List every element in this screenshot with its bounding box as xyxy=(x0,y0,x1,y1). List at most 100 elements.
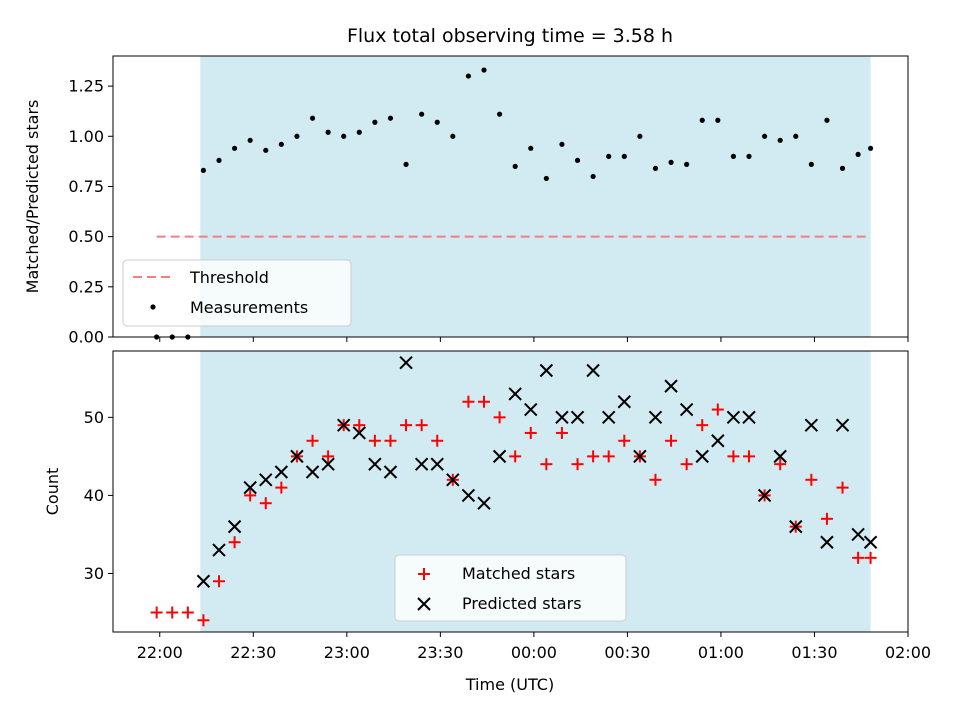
predicted-star-point xyxy=(196,574,211,588)
x-tick-label: 22:30 xyxy=(230,643,276,662)
measurement-point xyxy=(341,133,347,139)
matched-star-point xyxy=(665,434,678,447)
measurement-point xyxy=(652,165,659,171)
top-legend: Threshold Measurements xyxy=(122,259,352,327)
predicted-star-point xyxy=(414,457,429,471)
measurement-point xyxy=(434,119,440,125)
predicted-star-point xyxy=(274,465,289,479)
matched-star-point xyxy=(820,512,833,525)
measurement-point xyxy=(356,129,362,135)
top-y-axis-label: Matched/Predicted stars xyxy=(23,100,42,294)
matched-star-point xyxy=(649,473,662,486)
measurement-point xyxy=(450,133,456,139)
measurement-point xyxy=(496,111,503,117)
matched-star-point xyxy=(836,481,849,494)
predicted-star-point xyxy=(789,519,803,534)
x-tick-label: 23:00 xyxy=(324,643,370,662)
predicted-star-point xyxy=(446,473,460,487)
predicted-star-point xyxy=(586,363,600,378)
predicted-star-point xyxy=(352,426,367,440)
matched-star-point xyxy=(680,458,693,471)
measurement-point xyxy=(263,147,269,153)
bottom-y-tick-label: 40 xyxy=(84,486,104,505)
predicted-star-point xyxy=(601,410,616,425)
bottom-y-tick-label: 30 xyxy=(84,564,104,583)
measurement-point xyxy=(684,161,690,167)
measurement-point xyxy=(528,145,534,151)
predicted-star-point xyxy=(336,418,351,432)
predicted-star-point xyxy=(383,465,398,479)
predicted-star-point xyxy=(259,473,273,487)
matched-star-point xyxy=(524,426,537,439)
matched-star-point xyxy=(602,450,615,463)
measurement-point xyxy=(824,117,830,123)
matched-star-point xyxy=(540,458,553,471)
measurement-point xyxy=(761,133,768,139)
x-tick-label: 23:30 xyxy=(417,643,463,662)
matched-star-point xyxy=(228,536,241,549)
measurement-point xyxy=(746,153,752,159)
measurement-point xyxy=(387,115,394,121)
top-y-tick-label: 0.25 xyxy=(68,277,104,296)
matched-star-point xyxy=(213,575,225,588)
predicted-star-point xyxy=(212,543,226,557)
legend-predicted-label: Predicted stars xyxy=(462,594,582,613)
measurement-point xyxy=(839,165,846,171)
matched-star-point xyxy=(864,551,877,564)
matched-star-point xyxy=(353,419,366,432)
predicted-star-point xyxy=(570,410,585,425)
predicted-star-point xyxy=(305,465,320,479)
matched-star-point xyxy=(150,606,163,619)
measurement-point xyxy=(278,141,284,147)
chart-title: Flux total observing time = 3.58 h xyxy=(347,25,673,47)
predicted-star-point xyxy=(835,418,850,432)
bottom-legend: Matched stars Predicted stars xyxy=(394,554,627,622)
top-y-tick-label: 0.50 xyxy=(68,227,104,246)
measurement-point xyxy=(559,141,565,147)
predicted-star-point xyxy=(863,535,878,549)
predicted-star-point xyxy=(773,449,787,464)
x-tick-label: 02:00 xyxy=(885,643,931,662)
top-y-tick-label: 0.75 xyxy=(68,177,104,196)
measurement-point xyxy=(200,167,207,174)
matched-star-point xyxy=(555,426,568,439)
measurement-point xyxy=(543,175,549,182)
matched-star-point xyxy=(852,551,865,564)
x-axis-label: Time (UTC) xyxy=(465,675,554,694)
legend-matched-label: Matched stars xyxy=(462,564,575,583)
matched-star-point xyxy=(384,434,397,447)
predicted-star-point xyxy=(290,449,304,464)
predicted-star-point xyxy=(742,410,756,425)
measurement-point xyxy=(730,153,737,159)
measurement-point xyxy=(231,145,238,151)
measurement-point xyxy=(403,161,409,167)
measurement-point xyxy=(808,161,814,167)
matched-star-point xyxy=(462,395,475,408)
matched-star-point xyxy=(805,473,818,486)
measurement-point xyxy=(247,137,253,143)
matched-star-point xyxy=(711,403,724,416)
top-panel: 0.00 0.25 0.50 0.75 1.00 1.25 Matched/Predict… xyxy=(23,55,909,347)
top-y-tick-label: 1.25 xyxy=(68,77,104,96)
predicted-star-point xyxy=(851,527,865,542)
x-tick-label: 01:00 xyxy=(698,643,744,662)
legend-predicted-swatch xyxy=(417,597,431,611)
predicted-star-point xyxy=(633,449,647,464)
predicted-star-point xyxy=(368,457,382,471)
measurement-point xyxy=(867,145,874,151)
measurement-point xyxy=(590,173,596,180)
x-tick-label: 00:00 xyxy=(511,643,557,662)
matched-star-point xyxy=(618,434,631,447)
legend-measurements-swatch xyxy=(150,304,156,310)
matched-star-point xyxy=(244,489,257,502)
bottom-plot-frame xyxy=(112,350,909,633)
predicted-star-point xyxy=(477,496,491,510)
top-y-tick-label: 0.00 xyxy=(68,328,104,347)
matched-star-point xyxy=(166,606,179,619)
predicted-star-point xyxy=(321,457,335,471)
matched-star-point xyxy=(275,481,288,494)
predicted-star-point xyxy=(524,402,538,417)
x-tick-label: 01:30 xyxy=(791,643,837,662)
predicted-star-point xyxy=(430,457,444,471)
matched-star-point xyxy=(368,434,381,447)
